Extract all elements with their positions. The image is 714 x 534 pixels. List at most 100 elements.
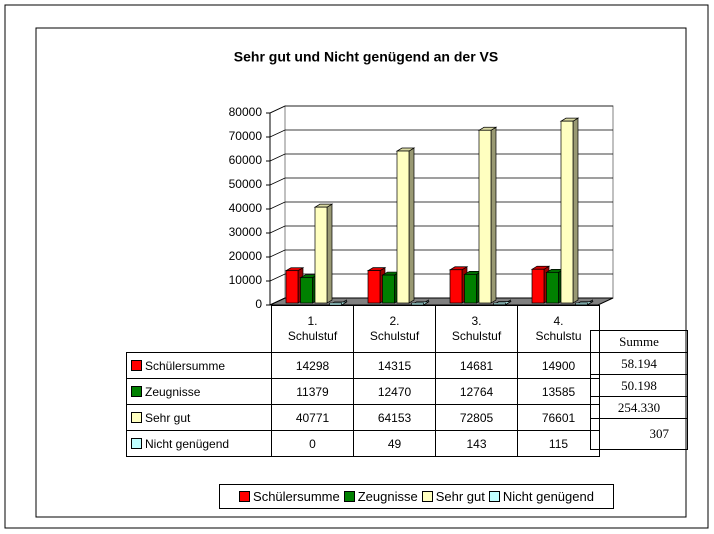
plot-area: 0 10000 20000 30000 40000 50000 60000 70000 8000…: [229, 105, 614, 311]
bar: [574, 299, 594, 306]
table-value: 49: [353, 430, 436, 457]
legend-label: Zeugnisse: [357, 489, 418, 504]
grid-line: [269, 225, 613, 234]
table-row: Nicht genügend 0 49 143 115: [126, 430, 600, 457]
table-corner: [126, 305, 272, 353]
grid-line: [269, 297, 613, 306]
table-value: 143: [435, 430, 518, 457]
bar-front: [478, 129, 492, 304]
chart-frame: [35, 27, 687, 518]
legend-label: Schülersumme: [253, 489, 340, 504]
grid-line: [269, 129, 613, 138]
grid-line: [269, 201, 613, 210]
table-value: 64153: [353, 404, 436, 431]
summe-table: Summe 58.194 50.198 254.330 307: [590, 330, 688, 450]
summe-value: 254.330: [591, 397, 687, 419]
summe-value: 58.194: [591, 353, 687, 375]
summe-value: 307: [649, 426, 670, 441]
bar-front: [396, 150, 410, 304]
bar-front: [411, 302, 424, 306]
legend-item: Nicht genügend: [488, 489, 594, 504]
bar-front: [449, 269, 463, 304]
series-name: Zeugnisse: [145, 384, 201, 399]
bar-front: [575, 302, 588, 306]
summe-value: 50.198: [591, 375, 687, 397]
table-row: Zeugnisse 11379 12470 12764 13585: [126, 378, 600, 405]
legend-key: [131, 437, 142, 449]
grid-line: [269, 177, 613, 186]
table-header-row: 1. Schulstuf 2. Schulstuf 3. Schulstuf 4. S…: [126, 305, 600, 353]
grid-line: [269, 153, 613, 162]
legend-item: Sehr gut: [421, 489, 485, 504]
bar-side: [408, 147, 415, 304]
table-value: 11379: [271, 378, 354, 405]
bar: [477, 126, 498, 304]
y-tick-label: 80000: [229, 105, 263, 119]
data-table: 1. Schulstuf 2. Schulstuf 3. Schulstuf 4. S…: [126, 305, 600, 457]
legend-key: [421, 491, 433, 502]
outer-frame: [4, 4, 709, 529]
y-tick-label: 20000: [229, 249, 263, 263]
table-value: 14900: [517, 352, 600, 379]
bar-front: [493, 302, 506, 306]
legend: Schülersumme Zeugnisse Sehr gut Nicht genüg…: [219, 484, 614, 509]
category-label: 2. Schulstuf: [353, 305, 436, 353]
series-name: Schülersumme: [145, 358, 226, 373]
bar-front: [531, 268, 545, 304]
table-value: 14298: [271, 352, 354, 379]
table-value: 115: [517, 430, 600, 457]
row-label: Zeugnisse: [126, 378, 272, 405]
bar: [313, 203, 334, 304]
chart-title: Sehr gut und Nicht genügend an der VS: [234, 49, 498, 65]
legend-label: Nicht genügend: [502, 489, 594, 504]
bar-front: [546, 272, 559, 304]
series-name: Sehr gut: [145, 410, 191, 425]
grid-line: [269, 273, 613, 282]
legend-key: [131, 359, 142, 371]
category-label: 3. Schulstuf: [435, 305, 518, 353]
legend-item: Schülersumme: [239, 489, 340, 504]
series-name: Nicht genügend: [145, 436, 230, 451]
bar-front: [285, 270, 299, 304]
bar-side: [326, 203, 333, 304]
table-value: 12764: [435, 378, 518, 405]
grid-line: [269, 105, 613, 114]
bar: [492, 299, 512, 306]
summe-header: Summe: [591, 331, 687, 353]
y-tick-label: 0: [255, 297, 262, 311]
y-tick-label: 10000: [229, 273, 263, 287]
grid-line: [269, 249, 613, 258]
y-tick-label: 50000: [229, 177, 263, 191]
row-label: Nicht genügend: [126, 430, 272, 457]
legend-key: [343, 491, 355, 502]
category-label: 1. Schulstuf: [271, 305, 354, 353]
bar-front: [367, 270, 381, 304]
category-label: 4. Schulstu: [517, 305, 600, 353]
table-value: 40771: [271, 404, 354, 431]
legend-key: [131, 385, 142, 397]
y-tick-label: 70000: [229, 129, 263, 143]
table-value: 14681: [435, 352, 518, 379]
bar-side: [572, 117, 579, 304]
table-row: Sehr gut 40771 64153 72805 76601: [126, 404, 600, 431]
table-value: 0: [271, 430, 354, 457]
table-row: Schülersumme 14298 14315 14681 14900: [126, 352, 600, 379]
legend-label: Sehr gut: [435, 489, 485, 504]
bar: [559, 117, 580, 304]
table-value: 12470: [353, 378, 436, 405]
legend-key: [488, 491, 500, 502]
bar: [410, 299, 430, 306]
bar-front: [560, 120, 574, 304]
bar-side: [490, 126, 497, 304]
legend-key: [239, 491, 251, 502]
row-label: Schülersumme: [126, 352, 272, 379]
table-value: 72805: [435, 404, 518, 431]
table-value: 14315: [353, 352, 436, 379]
row-label: Sehr gut: [126, 404, 272, 431]
y-tick-label: 60000: [229, 153, 263, 167]
bar-front: [382, 274, 395, 304]
bar: [395, 147, 416, 304]
legend-key: [131, 411, 142, 423]
